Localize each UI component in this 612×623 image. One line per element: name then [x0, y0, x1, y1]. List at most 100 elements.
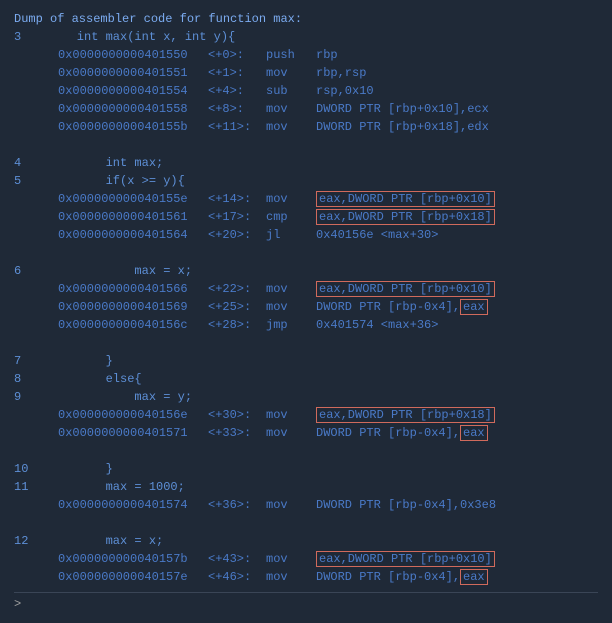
source-line: 6 max = x;: [14, 262, 598, 280]
asm-operand: DWORD PTR [rbp+0x10],ecx: [316, 102, 489, 116]
asm-operand-highlight: eax,DWORD PTR [rbp+0x10]: [316, 281, 495, 297]
asm-mnemonic: mov: [266, 280, 316, 298]
asm-operand: eax,DWORD PTR [rbp+0x10]: [316, 551, 495, 567]
asm-line: 0x0000000000401554<+4>:subrsp,0x10: [14, 82, 598, 100]
asm-address: 0x000000000040157e: [58, 568, 208, 586]
asm-address: 0x0000000000401558: [58, 100, 208, 118]
asm-offset: <+4>:: [208, 82, 266, 100]
source-lineno: 8: [14, 370, 48, 388]
asm-address: 0x0000000000401566: [58, 280, 208, 298]
asm-mnemonic: mov: [266, 190, 316, 208]
source-code: if(x >= y){: [48, 174, 185, 188]
asm-address: 0x0000000000401550: [58, 46, 208, 64]
asm-offset: <+11>:: [208, 118, 266, 136]
source-code: max = x;: [48, 534, 163, 548]
source-lineno: 9: [14, 388, 48, 406]
asm-line: 0x0000000000401561<+17>:cmpeax,DWORD PTR…: [14, 208, 598, 226]
asm-offset: <+33>:: [208, 424, 266, 442]
source-lineno: 5: [14, 172, 48, 190]
asm-mnemonic: push: [266, 46, 316, 64]
source-line: 12 max = x;: [14, 532, 598, 550]
blank-line: [14, 514, 598, 532]
disasm-listing: 3 int max(int x, int y){ 0x00000000004015…: [14, 28, 598, 586]
source-code: }: [48, 354, 113, 368]
asm-address: 0x000000000040155b: [58, 118, 208, 136]
asm-address: 0x0000000000401554: [58, 82, 208, 100]
asm-address: 0x0000000000401564: [58, 226, 208, 244]
asm-operand: eax,DWORD PTR [rbp+0x10]: [316, 281, 495, 297]
asm-line: 0x000000000040156e<+30>:moveax,DWORD PTR…: [14, 406, 598, 424]
source-code: max = x;: [48, 264, 192, 278]
asm-mnemonic: mov: [266, 550, 316, 568]
asm-address: 0x000000000040156c: [58, 316, 208, 334]
source-line: 5 if(x >= y){: [14, 172, 598, 190]
asm-address: 0x0000000000401551: [58, 64, 208, 82]
asm-offset: <+46>:: [208, 568, 266, 586]
asm-operand-highlight: eax: [460, 299, 488, 315]
asm-operand: rbp: [316, 48, 338, 62]
asm-mnemonic: sub: [266, 82, 316, 100]
disasm-header: Dump of assembler code for function max:: [14, 10, 598, 28]
blank-line: [14, 442, 598, 460]
source-code: }: [48, 462, 113, 476]
asm-operand: DWORD PTR [rbp-0x4],eax: [316, 425, 488, 441]
source-line: 7 }: [14, 352, 598, 370]
asm-mnemonic: mov: [266, 406, 316, 424]
source-line: 4 int max;: [14, 154, 598, 172]
asm-offset: <+14>:: [208, 190, 266, 208]
source-code: else{: [48, 372, 142, 386]
blank-line: [14, 136, 598, 154]
asm-offset: <+20>:: [208, 226, 266, 244]
asm-mnemonic: mov: [266, 424, 316, 442]
asm-mnemonic: mov: [266, 100, 316, 118]
gdb-prompt[interactable]: >: [14, 592, 598, 613]
source-line: 10 }: [14, 460, 598, 478]
asm-line: 0x0000000000401564<+20>:jl0x40156e <max+…: [14, 226, 598, 244]
asm-offset: <+22>:: [208, 280, 266, 298]
asm-address: 0x000000000040157b: [58, 550, 208, 568]
asm-offset: <+17>:: [208, 208, 266, 226]
asm-address: 0x000000000040156e: [58, 406, 208, 424]
asm-operand: DWORD PTR [rbp-0x4],0x3e8: [316, 498, 496, 512]
asm-line: 0x0000000000401569<+25>:movDWORD PTR [rb…: [14, 298, 598, 316]
source-line: 8 else{: [14, 370, 598, 388]
asm-address: 0x0000000000401571: [58, 424, 208, 442]
asm-operand: DWORD PTR [rbp+0x18],edx: [316, 120, 489, 134]
asm-offset: <+36>:: [208, 496, 266, 514]
asm-operand-pre: DWORD PTR [rbp-0x4],: [316, 426, 460, 440]
source-line: 9 max = y;: [14, 388, 598, 406]
asm-operand: 0x401574 <max+36>: [316, 318, 438, 332]
asm-line: 0x000000000040155e<+14>:moveax,DWORD PTR…: [14, 190, 598, 208]
blank-line: [14, 334, 598, 352]
asm-line: 0x0000000000401551<+1>:movrbp,rsp: [14, 64, 598, 82]
asm-operand-pre: DWORD PTR [rbp-0x4],: [316, 300, 460, 314]
asm-operand-highlight: eax: [460, 425, 488, 441]
asm-offset: <+8>:: [208, 100, 266, 118]
asm-mnemonic: cmp: [266, 208, 316, 226]
source-lineno: 7: [14, 352, 48, 370]
asm-offset: <+43>:: [208, 550, 266, 568]
asm-line: 0x0000000000401550<+0>:pushrbp: [14, 46, 598, 64]
asm-operand: eax,DWORD PTR [rbp+0x18]: [316, 209, 495, 225]
asm-operand: rbp,rsp: [316, 66, 366, 80]
asm-mnemonic: mov: [266, 568, 316, 586]
asm-mnemonic: mov: [266, 118, 316, 136]
asm-offset: <+25>:: [208, 298, 266, 316]
source-line: 11 max = 1000;: [14, 478, 598, 496]
asm-line: 0x000000000040157b<+43>:moveax,DWORD PTR…: [14, 550, 598, 568]
asm-operand-highlight: eax,DWORD PTR [rbp+0x18]: [316, 407, 495, 423]
source-code: int max(int x, int y){: [48, 30, 235, 44]
source-lineno: 10: [14, 460, 48, 478]
source-lineno: 3: [14, 28, 48, 46]
asm-offset: <+30>:: [208, 406, 266, 424]
asm-operand: eax,DWORD PTR [rbp+0x18]: [316, 407, 495, 423]
asm-mnemonic: jl: [266, 226, 316, 244]
asm-address: 0x000000000040155e: [58, 190, 208, 208]
asm-operand-highlight: eax,DWORD PTR [rbp+0x10]: [316, 191, 495, 207]
source-lineno: 4: [14, 154, 48, 172]
asm-line: 0x000000000040155b<+11>:movDWORD PTR [rb…: [14, 118, 598, 136]
asm-line: 0x000000000040157e<+46>:movDWORD PTR [rb…: [14, 568, 598, 586]
source-lineno: 11: [14, 478, 48, 496]
asm-line: 0x0000000000401566<+22>:moveax,DWORD PTR…: [14, 280, 598, 298]
asm-line: 0x000000000040156c<+28>:jmp0x401574 <max…: [14, 316, 598, 334]
